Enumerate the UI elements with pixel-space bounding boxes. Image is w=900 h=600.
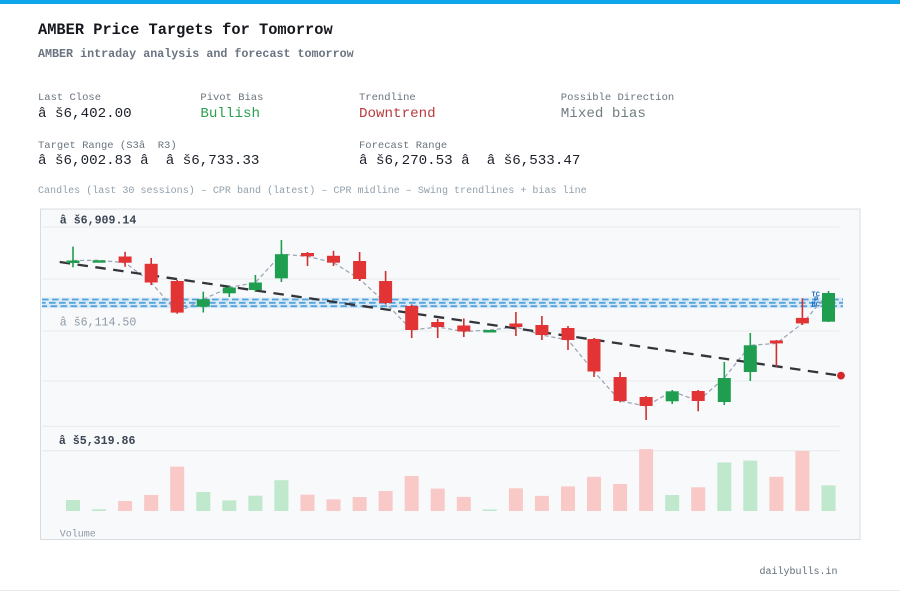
svg-text:P: P [814, 296, 818, 304]
svg-text:â š6,114.50: â š6,114.50 [60, 317, 137, 330]
svg-text:TC: TC [812, 291, 820, 299]
svg-text:Volume: Volume [60, 528, 96, 540]
svg-text:â š6,909.14: â š6,909.14 [60, 215, 137, 228]
svg-text:â š5,319.86: â š5,319.86 [59, 435, 136, 448]
svg-text:BC: BC [812, 302, 820, 310]
